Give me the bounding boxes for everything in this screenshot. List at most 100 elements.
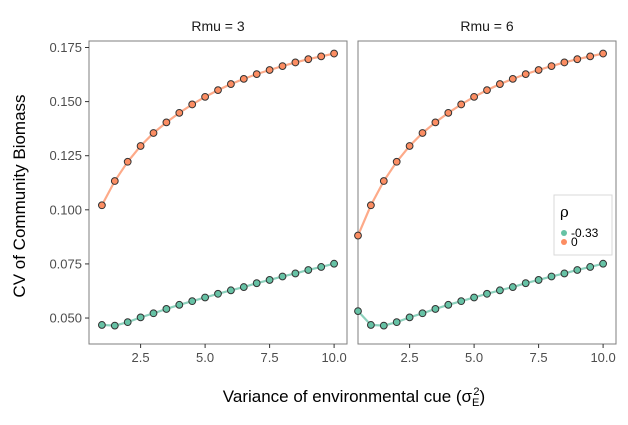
data-point	[162, 305, 171, 313]
legend-key	[561, 230, 567, 236]
data-point	[444, 108, 453, 117]
data-point	[98, 201, 106, 210]
x-axis-title-main: Variance of environmental cue (σ	[223, 387, 473, 406]
data-point	[175, 300, 184, 309]
data-point	[573, 266, 582, 274]
data-point	[586, 263, 595, 271]
legend-key	[561, 239, 567, 245]
data-point	[98, 321, 106, 329]
data-point	[252, 279, 261, 288]
data-point	[379, 321, 388, 330]
data-point	[201, 293, 210, 302]
data-point	[431, 118, 440, 127]
data-point	[123, 157, 132, 166]
y-tick-label: 0.125	[49, 148, 82, 163]
data-point	[291, 269, 300, 278]
data-point	[418, 129, 427, 137]
data-point	[444, 300, 453, 309]
data-point	[239, 74, 248, 83]
data-point	[201, 92, 210, 101]
data-point	[214, 289, 222, 298]
legend-title: ρ	[560, 203, 569, 221]
data-point	[149, 309, 158, 318]
y-tick-label: 0.150	[49, 94, 82, 109]
data-point	[188, 297, 197, 306]
series-2	[354, 49, 607, 240]
data-point	[457, 297, 466, 306]
data-point	[483, 86, 491, 95]
data-point	[470, 293, 479, 302]
data-point	[304, 55, 313, 64]
data-point	[354, 231, 362, 240]
data-point	[599, 49, 607, 58]
x-axis-title-end: )	[480, 387, 486, 406]
data-point	[330, 259, 339, 268]
y-tick-label: 0.100	[49, 202, 82, 217]
data-point	[573, 55, 582, 64]
y-tick-label: 0.175	[49, 40, 82, 55]
data-point	[521, 70, 530, 79]
data-point	[586, 52, 595, 61]
x-axis-title: Variance of environmental cue (σE2)	[223, 386, 485, 409]
legend: ρ -0.330	[553, 194, 613, 256]
data-point	[508, 74, 517, 83]
x-axis-title-sup: 2	[473, 386, 479, 398]
data-point	[534, 276, 543, 284]
legend-entries: -0.330	[561, 226, 599, 249]
data-point	[547, 272, 556, 281]
data-point	[560, 269, 569, 278]
data-point	[265, 66, 274, 74]
data-point	[521, 279, 530, 288]
data-point	[418, 309, 427, 318]
data-point	[405, 313, 414, 322]
x-axis-title-sub: E	[472, 397, 479, 409]
data-point	[405, 142, 414, 150]
data-point	[188, 100, 197, 109]
data-point	[483, 289, 491, 298]
data-point	[227, 80, 235, 88]
data-point	[278, 272, 287, 281]
data-point	[252, 70, 261, 79]
x-tick-label: 10.0	[590, 350, 615, 365]
data-point	[330, 49, 339, 58]
x-tick-label: 7.5	[261, 350, 279, 365]
data-point	[136, 313, 145, 322]
x-tick-label: 2.5	[132, 350, 150, 365]
axes-layer: 2.5 5.0 7.5 10.0 2.5 5.0 7.5 10.0 0.050 0.075 0.10…	[49, 40, 615, 365]
data-point	[304, 266, 313, 274]
y-tick-label: 0.050	[49, 311, 82, 326]
data-point	[291, 58, 300, 67]
data-point	[175, 108, 184, 117]
panel-1: Rmu = 3	[88, 18, 348, 345]
series-1	[98, 259, 339, 330]
panels-layer: Rmu = 3 Rmu = 6	[88, 18, 617, 345]
panel-strip-label: Rmu = 6	[460, 18, 514, 34]
data-point	[392, 157, 401, 166]
legend-box	[553, 194, 613, 256]
data-point	[470, 92, 479, 101]
data-point	[317, 263, 326, 271]
data-point	[265, 276, 274, 284]
data-point	[496, 286, 504, 295]
data-point	[534, 66, 543, 74]
y-tick-label: 0.075	[49, 256, 82, 271]
data-point	[599, 259, 607, 268]
data-point	[367, 321, 375, 329]
series-2	[98, 49, 339, 210]
data-point	[227, 286, 235, 295]
data-point	[136, 142, 145, 150]
panel-2: Rmu = 6	[354, 18, 617, 345]
data-point	[317, 52, 326, 61]
data-point	[214, 86, 222, 95]
x-tick-label: 5.0	[196, 350, 214, 365]
data-point	[354, 307, 362, 316]
x-tick-label: 2.5	[401, 350, 419, 365]
data-point	[547, 62, 556, 71]
x-tick-label: 5.0	[465, 350, 483, 365]
legend-label: -0.33	[571, 226, 599, 240]
x-tick-label: 7.5	[530, 350, 548, 365]
data-point	[457, 100, 466, 109]
data-point	[149, 129, 158, 137]
data-point	[162, 118, 171, 127]
